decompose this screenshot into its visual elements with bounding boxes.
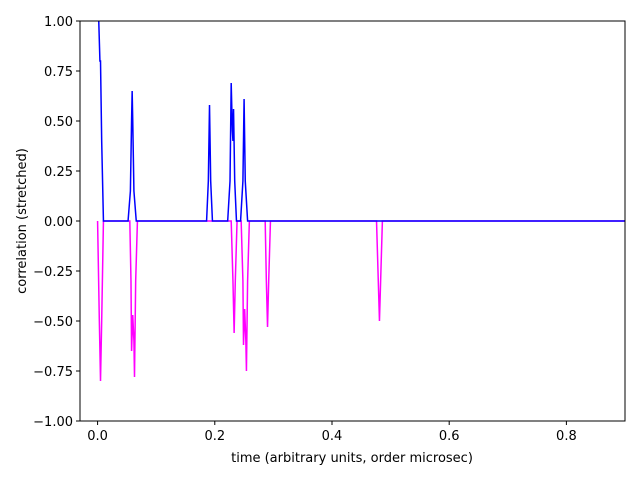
x-tick-label: 0.8 [556, 429, 577, 444]
y-axis-label: correlation (stretched) [15, 148, 30, 294]
y-tick-label: 1.00 [44, 15, 73, 30]
y-tick-label: −0.75 [33, 365, 73, 380]
y-tick-label: −0.25 [33, 265, 73, 280]
y-tick-label: 0.75 [44, 65, 73, 80]
y-tick-label: 0.00 [44, 215, 73, 230]
x-tick-label: 0.6 [439, 429, 460, 444]
x-tick-label: 0.0 [87, 429, 108, 444]
x-tick-label: 0.2 [204, 429, 225, 444]
line [98, 21, 625, 222]
y-tick-label: −0.50 [33, 315, 73, 330]
x-axis-label: time (arbitrary units, order microsec) [231, 451, 473, 466]
y-tick-label: 0.25 [44, 165, 73, 180]
x-tick-label: 0.4 [322, 429, 343, 444]
y-tick-label: −1.00 [33, 415, 73, 430]
plot-frame [79, 20, 626, 422]
y-tick-label: 0.50 [44, 115, 73, 130]
